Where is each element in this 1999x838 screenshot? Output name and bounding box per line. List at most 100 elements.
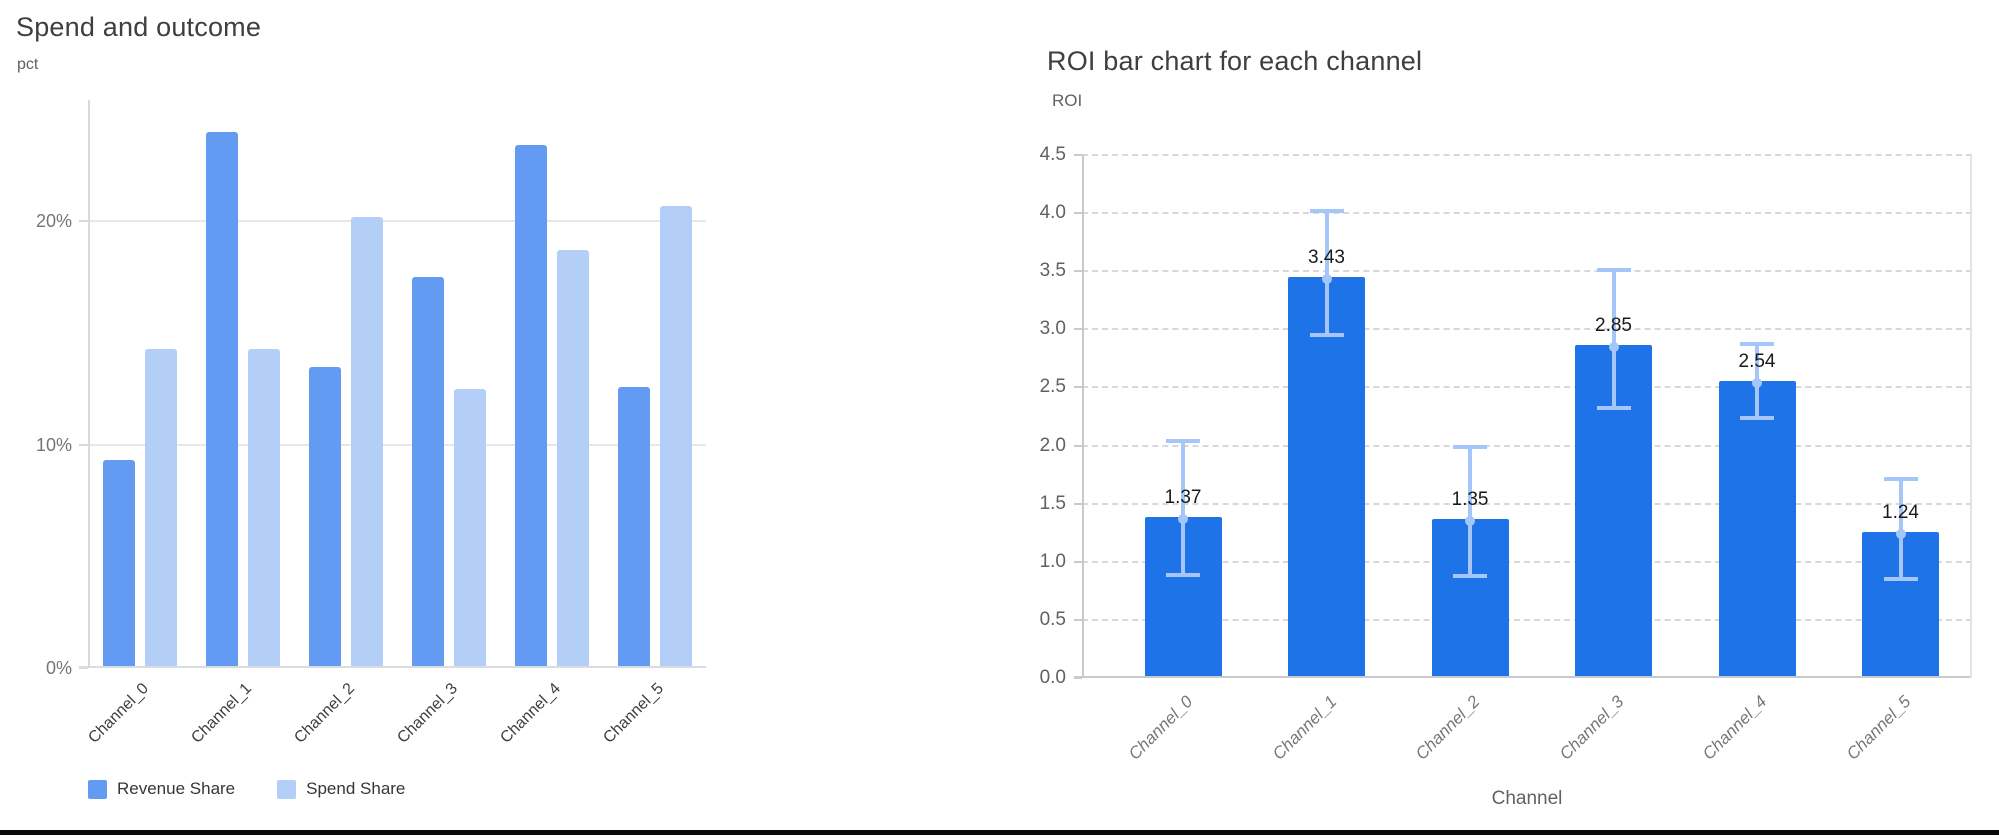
bar-value-label-channel_2: 1.35: [1451, 489, 1489, 511]
error-bar-marker-channel_1: [1321, 274, 1332, 285]
legend-item-revenue-share[interactable]: Revenue Share: [88, 779, 235, 799]
right-x-tick-label: Channel_4: [1698, 692, 1771, 764]
error-bar-marker-channel_2: [1465, 516, 1475, 527]
right-gridline-3.0: [1082, 328, 1972, 331]
error-bar-marker-channel_5: [1895, 528, 1906, 539]
left-axis-tick-10%: [79, 443, 88, 446]
right-x-tick-label: Channel_0: [1124, 692, 1197, 764]
right-y-tick-label: 2.0: [1039, 434, 1066, 456]
right-axis-tick-4.5: [1074, 154, 1082, 156]
bar-revenue-share-channel_4[interactable]: [514, 145, 547, 666]
revenue-share-legend-label: Revenue Share: [117, 779, 236, 798]
legend-item-spend-share[interactable]: Spend Share: [277, 779, 405, 799]
right-y-tick-label: 0.5: [1039, 608, 1066, 630]
right-plot-right-border: [1970, 155, 1972, 678]
left-chart-title: Spend and outcome: [16, 12, 262, 42]
error-bar-line-channel_1: [1324, 210, 1329, 336]
right-y-tick-label: 4.5: [1039, 144, 1066, 165]
right-x-tick-label: Channel_5: [1842, 692, 1914, 764]
right-gridline-1.0: [1082, 560, 1972, 563]
right-y-tick-label: 3.0: [1039, 318, 1066, 340]
right-chart-x-axis-title: Channel: [1491, 788, 1563, 809]
right-y-tick-label: 1.5: [1039, 492, 1066, 514]
bar-spend-share-channel_5[interactable]: [659, 205, 692, 666]
bar-spend-share-channel_4[interactable]: [556, 250, 589, 666]
spend-share-swatch: [277, 779, 297, 799]
right-gridline-1.5: [1082, 502, 1972, 505]
right-axis-tick-1.0: [1074, 560, 1082, 563]
error-bar-marker-channel_0: [1178, 513, 1188, 524]
right-x-tick-label: Channel_2: [1411, 692, 1484, 764]
right-y-tick-label: 3.5: [1039, 260, 1066, 282]
right-y-tick-label: 2.5: [1039, 376, 1066, 398]
right-axis-tick-0.0: [1074, 677, 1082, 679]
error-bar-cap-low-channel_0: [1166, 572, 1200, 577]
bar-value-label-channel_5: 1.24: [1882, 501, 1919, 523]
right-axis-tick-3.0: [1074, 328, 1082, 331]
bar-spend-share-channel_2[interactable]: [350, 216, 383, 666]
bar-revenue-share-channel_1[interactable]: [205, 131, 238, 666]
right-y-tick-label: 0.0: [1039, 667, 1066, 688]
error-bar-cap-high-channel_5: [1883, 477, 1918, 482]
right-gridline-4.0: [1082, 212, 1972, 215]
error-bar-line-channel_0: [1181, 440, 1185, 575]
error-bar-cap-high-channel_0: [1166, 438, 1200, 443]
left-x-tick-label: Channel_2: [290, 680, 358, 747]
right-x-axis-line: [1074, 676, 1972, 678]
right-x-tick-label: Channel_3: [1555, 692, 1627, 764]
bar-spend-share-channel_3[interactable]: [453, 388, 486, 666]
left-y-tick-label: 10%: [35, 434, 72, 455]
error-bar-cap-low-channel_1: [1309, 333, 1344, 338]
error-bar-cap-high-channel_3: [1596, 268, 1631, 273]
left-x-tick-label: Channel_1: [187, 680, 255, 747]
spend-share-legend-label: Spend Share: [306, 779, 406, 798]
right-x-tick-label: Channel_1: [1268, 692, 1340, 764]
bar-spend-share-channel_0[interactable]: [144, 348, 177, 666]
bar-revenue-share-channel_0[interactable]: [102, 460, 135, 666]
right-axis-tick-2.5: [1074, 386, 1082, 389]
error-bar-marker-channel_4: [1752, 377, 1762, 388]
error-bar-cap-low-channel_4: [1740, 415, 1774, 420]
right-axis-tick-1.5: [1074, 502, 1082, 505]
bar-value-label-channel_1: 3.43: [1308, 247, 1345, 269]
left-axis-tick-20%: [79, 220, 88, 222]
right-axis-tick-4.0: [1074, 212, 1082, 215]
right-gridline-2.0: [1082, 444, 1972, 447]
error-bar-cap-high-channel_4: [1740, 342, 1774, 347]
left-x-tick-label: Channel_5: [599, 680, 667, 747]
error-bar-cap-high-channel_1: [1309, 208, 1344, 213]
bar-revenue-share-channel_3[interactable]: [411, 277, 444, 666]
left-y-axis-line: [88, 100, 90, 668]
bottom-divider: [0, 830, 1999, 835]
right-gridline-2.5: [1082, 386, 1972, 389]
left-x-tick-label: Channel_4: [496, 680, 564, 747]
bar-spend-share-channel_1[interactable]: [247, 348, 280, 666]
left-axis-tick-0%: [79, 667, 88, 669]
bar-value-label-channel_0: 1.37: [1164, 486, 1202, 508]
left-gridline-10%: [88, 443, 706, 446]
error-bar-cap-high-channel_2: [1453, 444, 1487, 449]
error-bar-cap-low-channel_3: [1596, 406, 1631, 411]
bar-value-label-channel_4: 2.54: [1738, 350, 1776, 372]
error-bar-line-channel_3: [1611, 270, 1616, 409]
right-axis-tick-3.5: [1074, 270, 1082, 273]
right-y-tick-label: 4.0: [1039, 202, 1066, 224]
left-chart-legend: Revenue Share Spend Share: [88, 779, 405, 799]
left-plot-area: 0% 10% 20% Channel_0 Channel_1 Channel_2 Chann…: [36, 100, 706, 747]
left-y-tick-label: 0%: [45, 658, 72, 678]
left-x-axis-line: [79, 666, 706, 668]
right-gridline-4.5: [1082, 154, 1972, 156]
right-plot-area: 4.5 4.0 3.5 3.0 2.5 2.0 1.5 1.0 0.5 0.0 1.37 Channe…: [1040, 144, 1972, 764]
error-bar-cap-low-channel_2: [1453, 573, 1487, 578]
left-x-tick-label: Channel_3: [393, 680, 461, 747]
roi-bar-channel_1[interactable]: [1288, 277, 1365, 676]
right-y-tick-label: 1.0: [1039, 550, 1066, 572]
bar-revenue-share-channel_5[interactable]: [617, 386, 650, 666]
error-bar-marker-channel_3: [1608, 341, 1619, 352]
left-y-tick-label: 20%: [35, 211, 72, 231]
left-chart-unit-label: pct: [17, 56, 39, 73]
roi-bar-channel_4[interactable]: [1718, 380, 1796, 676]
bar-revenue-share-channel_2[interactable]: [308, 366, 341, 666]
revenue-share-swatch: [88, 779, 107, 799]
